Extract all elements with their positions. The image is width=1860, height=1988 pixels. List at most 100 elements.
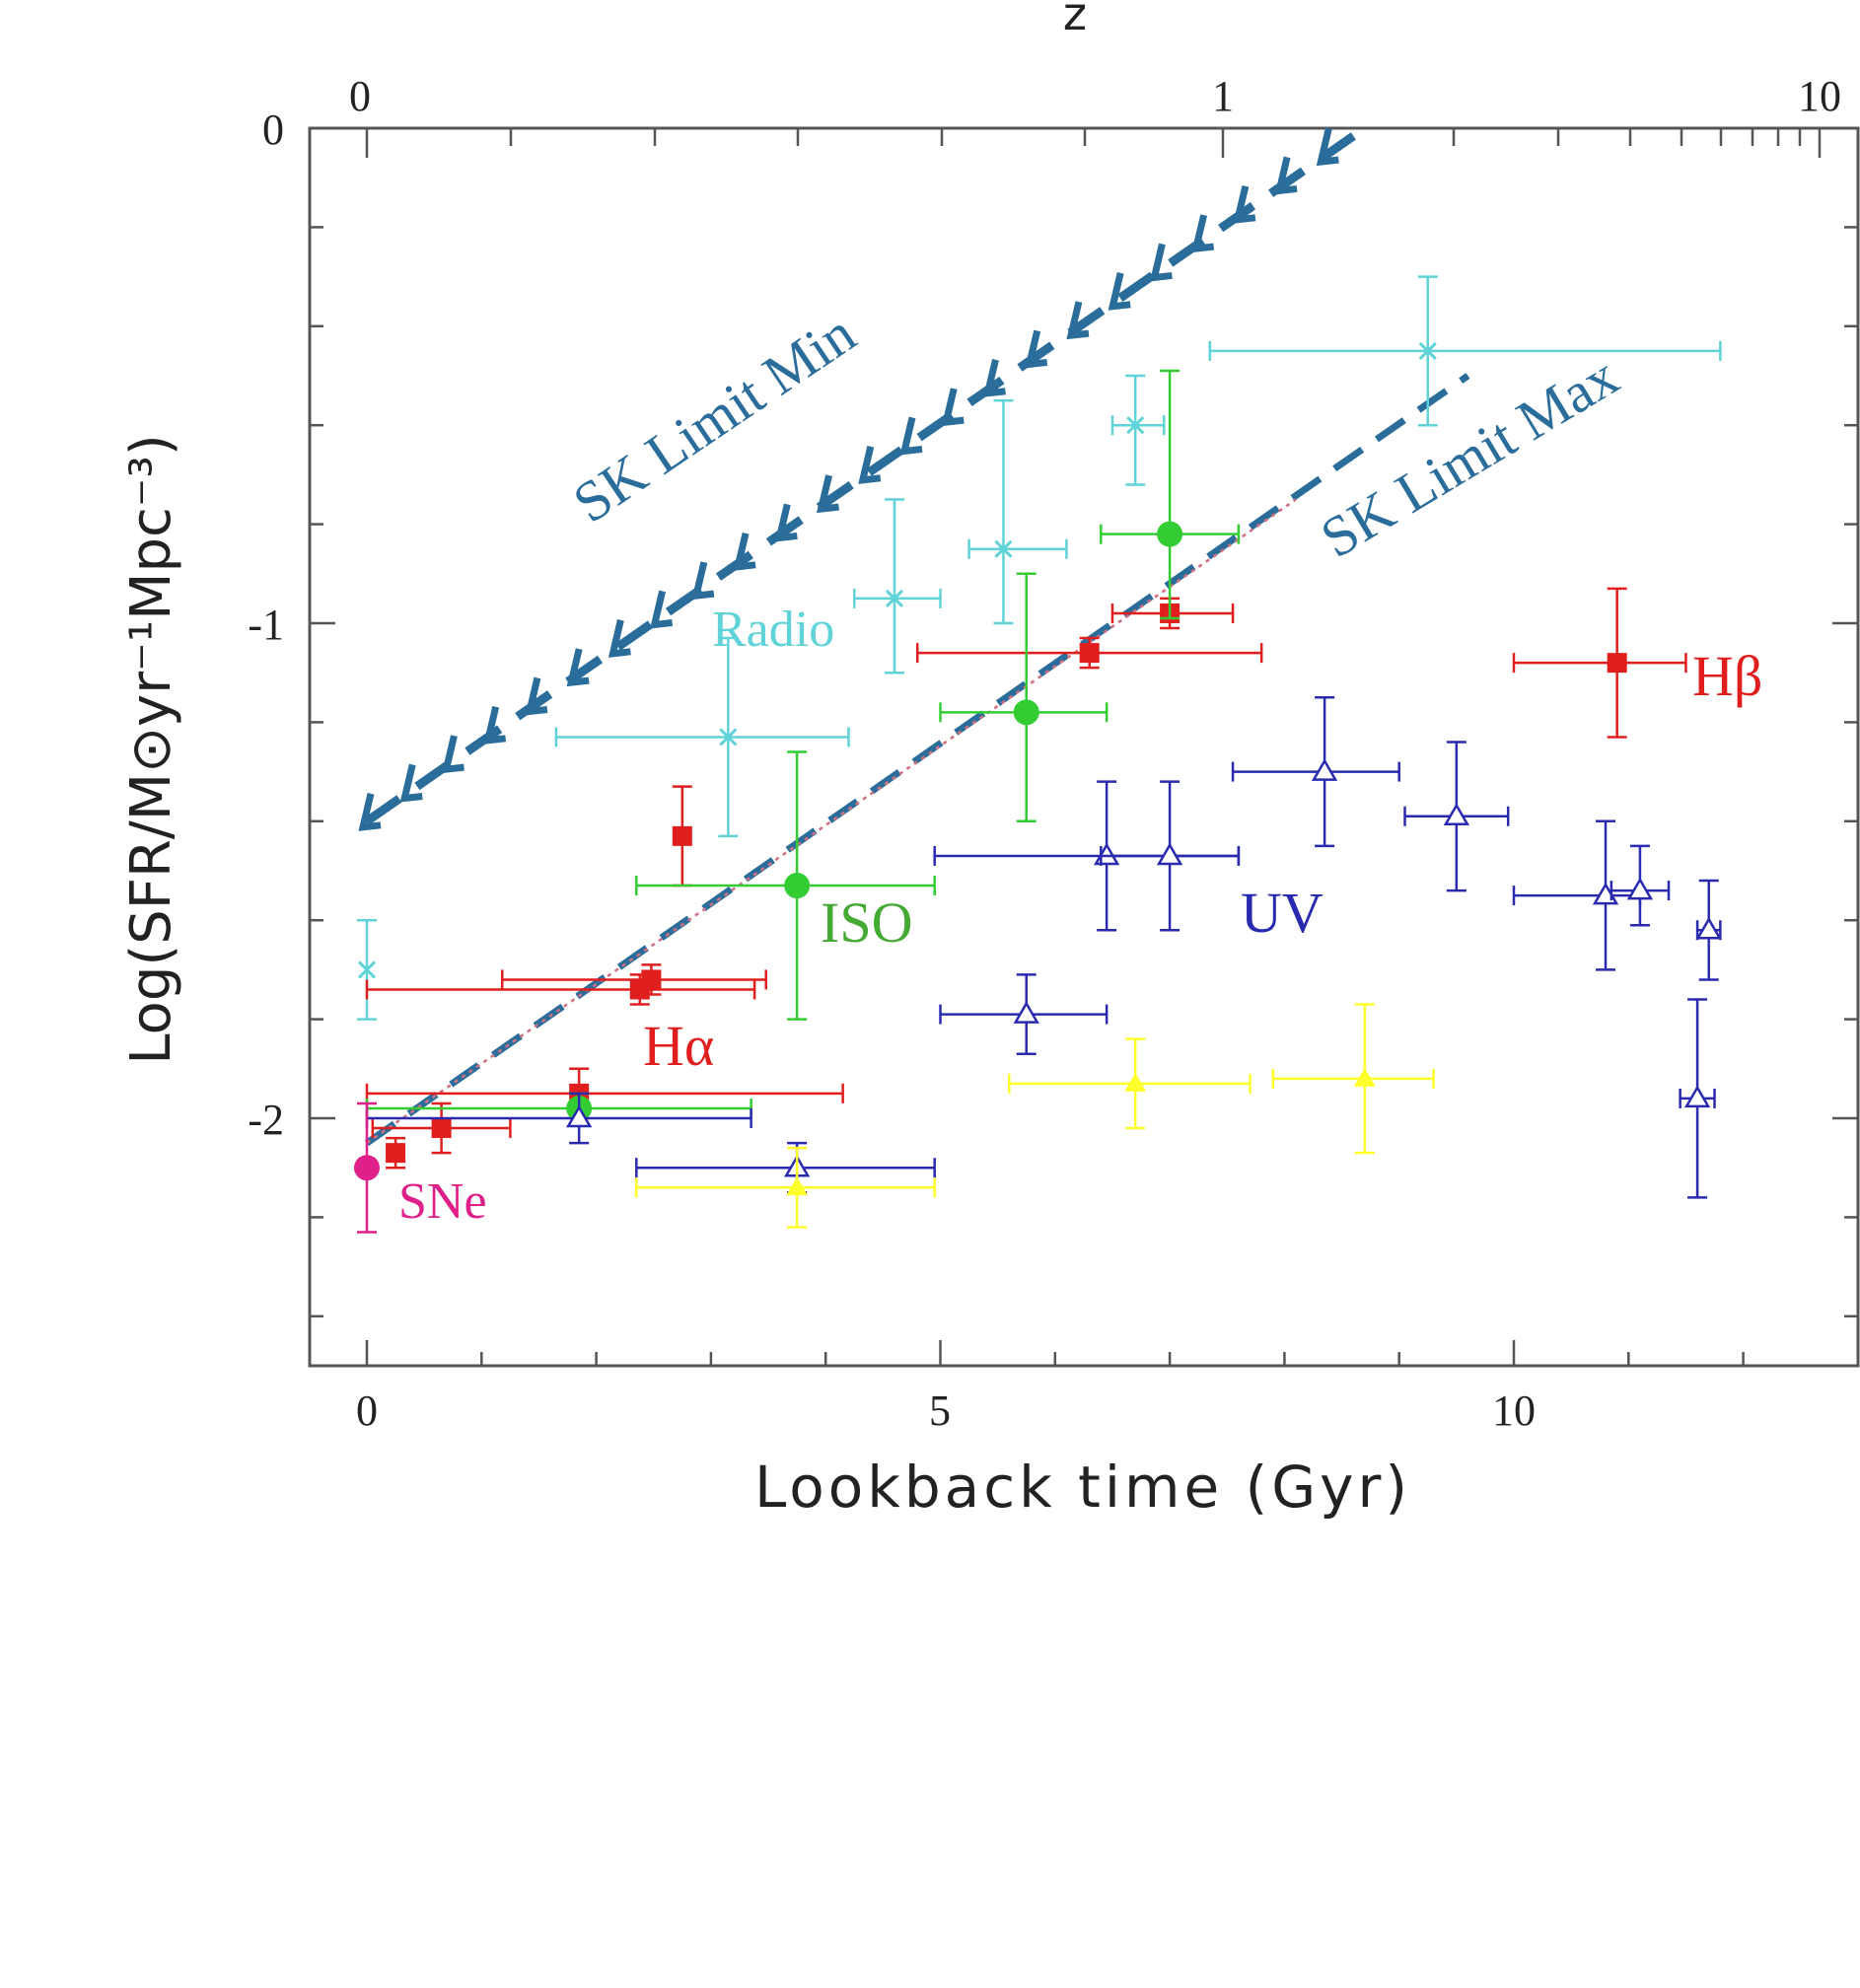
series-SNe-group [354,1101,380,1234]
sk-upper-limit-mark [566,648,590,687]
marker-triangle [1156,842,1183,866]
data-point [365,1067,844,1120]
marker-circle [1013,699,1039,726]
right-axis-ticks [1832,126,1858,1318]
sk-upper-limit-mark [733,532,756,571]
sk-upper-limit-mark [817,474,839,514]
sk-upper-limit-mark [1108,271,1131,311]
marker-cross [1418,341,1437,360]
sk-upper-limit-mark [1316,127,1339,167]
data-point [967,398,1068,625]
sk-upper-limit-mark [858,445,882,484]
series-ISO-group [365,369,1241,1125]
sk-upper-limit-mark [399,763,423,803]
sk-upper-limit-mark [774,503,798,542]
top-tick-label-0: 0 [349,72,371,120]
marker-circle [354,1155,380,1181]
series-Radio-group [357,275,1722,1021]
data-point [1008,1037,1252,1130]
data-point [1403,741,1510,892]
top-tick-label-1: 1 [1212,72,1234,120]
halpha-label: Hα [643,1014,714,1078]
sk-upper-limit-mark [525,676,548,716]
data-point [1231,696,1400,848]
marker-triangle-filled [786,1176,809,1196]
sk-upper-limit-mark [691,561,715,601]
hbeta-label: Hβ [1692,644,1762,708]
sk-upper-limit-mark [1149,243,1173,282]
marker-cross [719,728,738,746]
sk-upper-limit-mark [1233,184,1256,224]
model-line [366,498,1297,1145]
series-Hβ-group [1512,587,1687,739]
marker-cross [885,589,904,607]
top-tick-label-10: 10 [1798,72,1841,120]
sk-upper-limit-mark [899,416,923,456]
data-point [853,498,942,674]
data-point [1679,998,1716,1199]
x-tick-label-5: 5 [929,1386,951,1435]
left-axis-ticks [310,126,335,1318]
marker-cross [357,960,377,979]
marker-triangle-filled [1124,1072,1147,1092]
data-point [1100,369,1241,620]
series-optical-group [635,1003,1435,1229]
marker-triangle [565,1104,593,1128]
y-axis-title: Log(SFR/M⊙yr⁻¹Mpc⁻³) [119,434,183,1064]
data-point [1610,844,1671,927]
marker-triangle [1311,758,1338,781]
marker-square [431,1118,452,1139]
marker-triangle [1443,803,1470,826]
data-point [635,750,936,1021]
data-point [1512,819,1642,971]
y-tick-label-0: 0 [262,106,284,154]
sk-upper-limit-mark [1274,156,1298,195]
data-point [365,1092,752,1145]
sk-upper-limit-mark [982,358,1006,397]
sk-upper-limit-mark [608,618,631,658]
data-point [1100,780,1241,932]
data-point [1110,374,1166,486]
sk-upper-limit-mark [358,792,382,831]
data-point [1208,275,1722,427]
limit-lines [358,124,1470,1146]
marker-square [386,1143,406,1164]
marker-triangle [1695,916,1722,940]
marker-circle [1157,521,1183,547]
sne-label: SNe [398,1173,487,1230]
data-point [554,636,850,838]
x-tick-label-0: 0 [356,1386,378,1435]
uv-label: UV [1241,881,1323,945]
marker-square [672,825,692,846]
data-point [939,572,1109,823]
marker-triangle [1683,1085,1711,1108]
bottom-axis-ticks [365,1340,1860,1366]
marker-triangle-filled [1353,1067,1376,1087]
top-axis-title: z [1063,0,1087,40]
sk-upper-limit-mark [1066,301,1090,340]
data-point [939,973,1109,1055]
sk-upper-limit-mark [941,388,965,427]
marker-triangle [1626,877,1654,900]
data-point [386,1136,406,1170]
data-point [371,1101,512,1155]
marker-square [1079,643,1100,664]
sk-upper-limit-mark [483,705,507,745]
sk-upper-limit-mark [441,735,465,774]
plot-area [308,126,1860,1368]
data-points [354,275,1722,1234]
sk-upper-limit-mark [1025,329,1048,369]
data-point [1695,879,1722,981]
data-point [915,636,1263,670]
radio-label: Radio [712,602,834,658]
x-axis-title: Lookback time (Gyr) [754,1454,1411,1521]
sk-upper-limit-mark [1191,214,1215,253]
data-point [1512,587,1687,739]
y-tick-label-minus-2: -2 [248,1096,284,1144]
marker-square [641,969,662,990]
top-axis-ticks [365,128,1822,158]
data-point [1271,1003,1435,1155]
data-point [354,1101,380,1234]
marker-cross [1126,416,1145,435]
